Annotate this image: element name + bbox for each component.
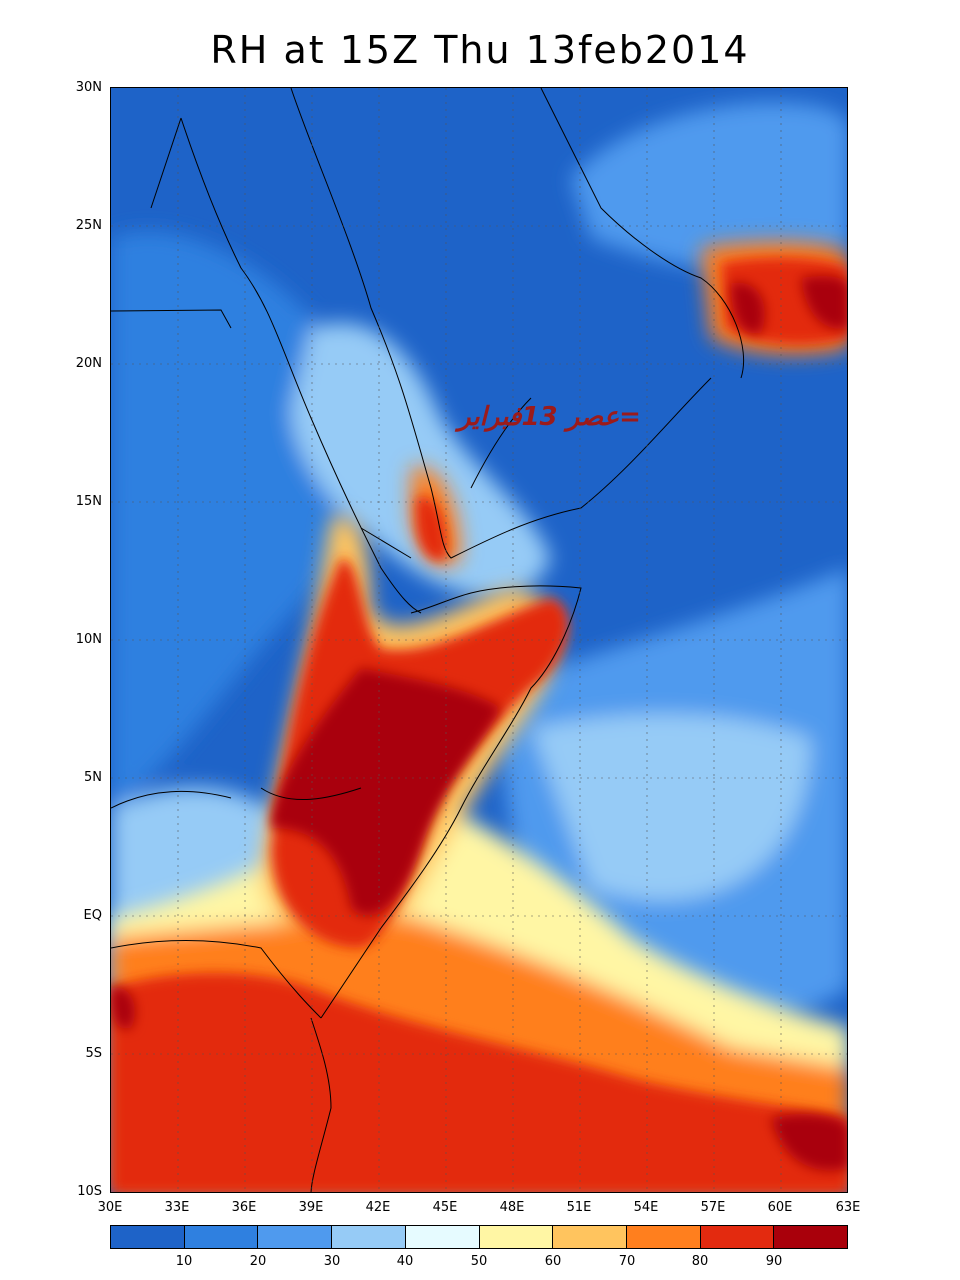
- colorbar-box-1: [184, 1226, 259, 1248]
- x-label-57e: 57E: [700, 1200, 726, 1215]
- colorbar-box-5: [479, 1226, 554, 1248]
- x-label-63e: 63E: [835, 1200, 861, 1215]
- y-label-15n: 15N: [75, 494, 102, 509]
- colorbar-label-40: 40: [396, 1254, 414, 1269]
- x-label-51e: 51E: [566, 1200, 592, 1215]
- map-title: RH at 15Z Thu 13feb2014: [210, 28, 750, 72]
- x-label-54e: 54E: [633, 1200, 659, 1215]
- colorbar-label-50: 50: [470, 1254, 488, 1269]
- colorbar-box-2: [258, 1226, 333, 1248]
- colorbar-box-8: [700, 1226, 775, 1248]
- x-label-30e: 30E: [97, 1200, 123, 1215]
- colorbar-box-7: [626, 1226, 701, 1248]
- y-label-20n: 20N: [75, 356, 102, 371]
- x-label-39e: 39E: [298, 1200, 324, 1215]
- y-label-5s: 5S: [85, 1046, 102, 1061]
- colorbar-box-9: [774, 1226, 848, 1248]
- x-label-42e: 42E: [365, 1200, 391, 1215]
- colorbar-label-70: 70: [618, 1254, 636, 1269]
- y-label-eq: EQ: [83, 908, 102, 923]
- colorbar-label-20: 20: [249, 1254, 267, 1269]
- colorbar-box-3: [332, 1226, 406, 1248]
- x-label-60e: 60E: [767, 1200, 793, 1215]
- y-label-25n: 25N: [75, 218, 102, 233]
- rh-map: [110, 87, 848, 1193]
- x-label-45e: 45E: [432, 1200, 458, 1215]
- gridlines: [111, 88, 847, 1192]
- coastlines: [111, 88, 745, 1192]
- x-label-33e: 33E: [164, 1200, 190, 1215]
- y-label-30n: 30N: [75, 80, 102, 95]
- y-label-10s: 10S: [77, 1184, 102, 1199]
- annotation-text: عصر 13فبراير=: [458, 402, 641, 432]
- colorbar-label-90: 90: [765, 1254, 783, 1269]
- colorbar-label-80: 80: [691, 1254, 709, 1269]
- colorbar-box-4: [405, 1226, 480, 1248]
- y-label-10n: 10N: [75, 632, 102, 647]
- colorbar-label-10: 10: [175, 1254, 193, 1269]
- x-label-48e: 48E: [499, 1200, 525, 1215]
- colorbar: [110, 1225, 848, 1249]
- rh-contour-field: [111, 88, 847, 1192]
- colorbar-box-0: [111, 1226, 185, 1248]
- y-label-5n: 5N: [84, 770, 102, 785]
- x-label-36e: 36E: [231, 1200, 257, 1215]
- colorbar-box-6: [553, 1226, 627, 1248]
- colorbar-label-30: 30: [323, 1254, 341, 1269]
- colorbar-label-60: 60: [544, 1254, 562, 1269]
